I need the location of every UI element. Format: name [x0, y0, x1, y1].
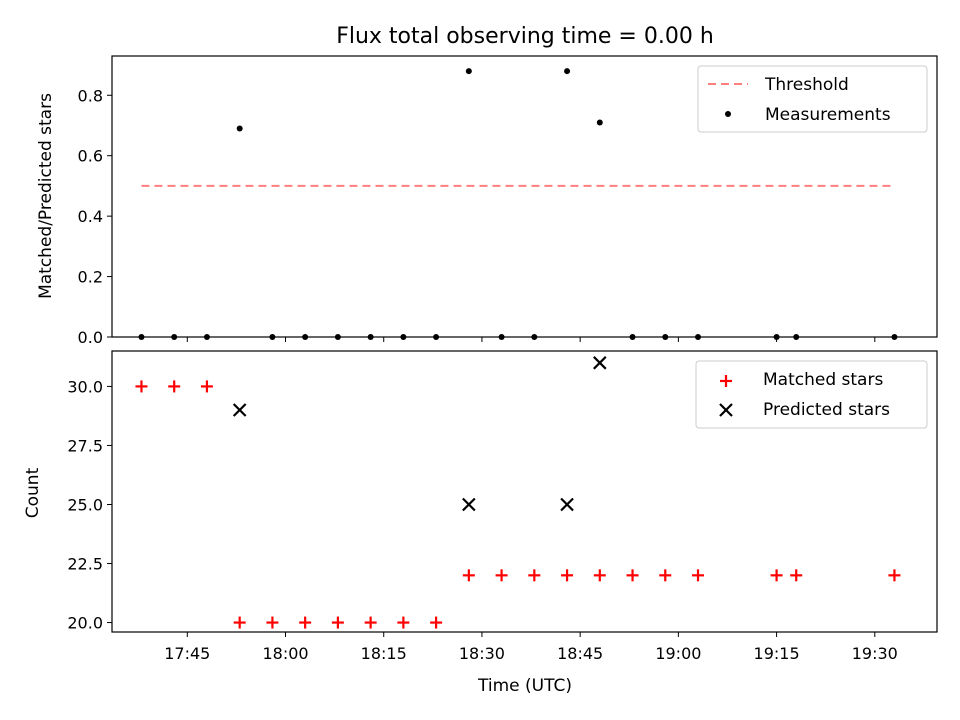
bot-x-tick-label: 18:30 [459, 644, 505, 663]
matched-stars-point [168, 380, 181, 393]
bottom-plot-frame [111, 350, 938, 633]
measurements-point [564, 68, 571, 75]
matched-stars-point [430, 616, 443, 629]
measurements-point [773, 334, 780, 340]
bottom-panel: 20.0 22.5 25.0 27.5 30.0 17:45 18:00 18:15 18:3… [23, 350, 938, 696]
measurements-point [596, 119, 603, 126]
predicted-stars-point-b [560, 497, 574, 512]
matched-stars-point [233, 616, 246, 629]
top-y-axis: 0.0 0.2 0.4 0.6 0.8 [78, 86, 112, 347]
legend-matched-label: Matched stars [763, 370, 883, 390]
matched-stars-point [626, 569, 639, 582]
measurements-point [203, 334, 210, 340]
matched-stars-point [593, 569, 606, 582]
legend-threshold-label: Threshold [764, 75, 849, 95]
measurements-point [433, 334, 440, 340]
top-plot-frame [111, 55, 938, 338]
matched-stars-point [331, 616, 344, 629]
top-y-tick-label: 0.4 [78, 207, 103, 226]
top-y-tick-label: 0.0 [78, 328, 103, 347]
matched-stars-point [495, 569, 508, 582]
legend-measurements-label: Measurements [765, 105, 891, 125]
bot-x-tick-label: 19:15 [754, 644, 800, 663]
bot-y-tick-label: 30.0 [67, 377, 103, 396]
top-panel: 0.00.20.40.60.8 Matched/Predicted stars … [36, 55, 938, 347]
legend-predicted-label: Predicted stars [763, 400, 890, 420]
measurements-point [334, 334, 341, 340]
predicted-stars-point-b [462, 497, 476, 512]
legend-matched-swatch [720, 375, 732, 387]
measurements-point [269, 334, 276, 340]
predicted-stars-point-b [593, 356, 607, 370]
top-y-tick-label: 0.2 [78, 268, 103, 287]
legend-predicted-swatch [719, 403, 733, 417]
bottom-plot-area [135, 356, 901, 629]
measurements-point [531, 334, 538, 340]
predicted-stars-point [560, 497, 574, 512]
measurements-point [498, 334, 505, 340]
measurements-point [236, 125, 243, 132]
measurements-point [367, 334, 374, 340]
bot-y-tick-label: 22.5 [67, 555, 103, 574]
matched-stars-point [266, 616, 279, 629]
measurements-point [793, 334, 800, 340]
predicted-stars-point [462, 497, 476, 512]
measurements-point [302, 334, 309, 340]
bot-x-tick-label: 18:00 [262, 644, 308, 663]
bottom-y-axis: 20.0 22.5 25.0 27.5 30.0 [67, 377, 112, 633]
bot-x-tick-label: 18:45 [557, 644, 603, 663]
matched-stars-point [299, 616, 312, 629]
bot-y-tick-label: 25.0 [67, 495, 103, 514]
measurements-point [465, 68, 472, 75]
predicted-stars-point [232, 403, 247, 417]
matched-stars-point [135, 380, 148, 393]
measurements-point [695, 334, 702, 340]
top-y-axis-label: Matched/Predicted stars [36, 93, 56, 299]
bottom-x-axis: 17:45 18:00 18:15 18:30 18:45 19:00 19:15 19:30 [164, 632, 898, 663]
bot-x-tick-label: 19:00 [655, 644, 701, 663]
matched-stars-point [528, 569, 541, 582]
matched-stars-point [770, 569, 783, 582]
top-legend-box [697, 65, 928, 133]
matched-stars-point [692, 569, 705, 582]
bot-x-tick-label: 19:30 [852, 644, 898, 663]
bottom-y-axis-label: Count [23, 467, 43, 518]
measurements-point [171, 334, 178, 340]
matched-stars-point [790, 569, 803, 582]
bottom-legend-box [695, 360, 928, 429]
top-plot-area [138, 68, 898, 340]
legend-measurements-swatch [725, 111, 731, 117]
top-y-tick-label: 0.8 [78, 86, 103, 105]
measurements-point [138, 334, 145, 340]
bot-x-tick-label: 17:45 [164, 644, 210, 663]
bottom-legend: Matched stars Predicted stars [695, 360, 928, 429]
measurements-point [662, 334, 669, 340]
matched-stars-point [397, 616, 410, 629]
x-axis-label: Time (UTC) [477, 676, 572, 696]
matched-stars-point [659, 569, 672, 582]
measurements-point [629, 334, 636, 340]
measurements-point [891, 334, 898, 340]
top-y-tick-label: 0.6 [78, 147, 103, 166]
bot-y-tick-label: 27.5 [67, 436, 103, 455]
matched-stars-point [200, 380, 213, 393]
matched-stars-point [364, 616, 377, 629]
matched-stars-point [462, 569, 475, 582]
measurements-point [400, 334, 407, 340]
predicted-stars-point-b [232, 403, 247, 417]
chart-title: Flux total observing time = 0.00 h [336, 24, 714, 49]
predicted-stars-point [593, 356, 607, 370]
matched-stars-point [561, 569, 574, 582]
top-legend: Threshold Measurements [697, 65, 928, 133]
bot-x-tick-label: 18:15 [361, 644, 407, 663]
bot-y-tick-label: 20.0 [67, 614, 103, 633]
matched-stars-point [888, 569, 901, 582]
